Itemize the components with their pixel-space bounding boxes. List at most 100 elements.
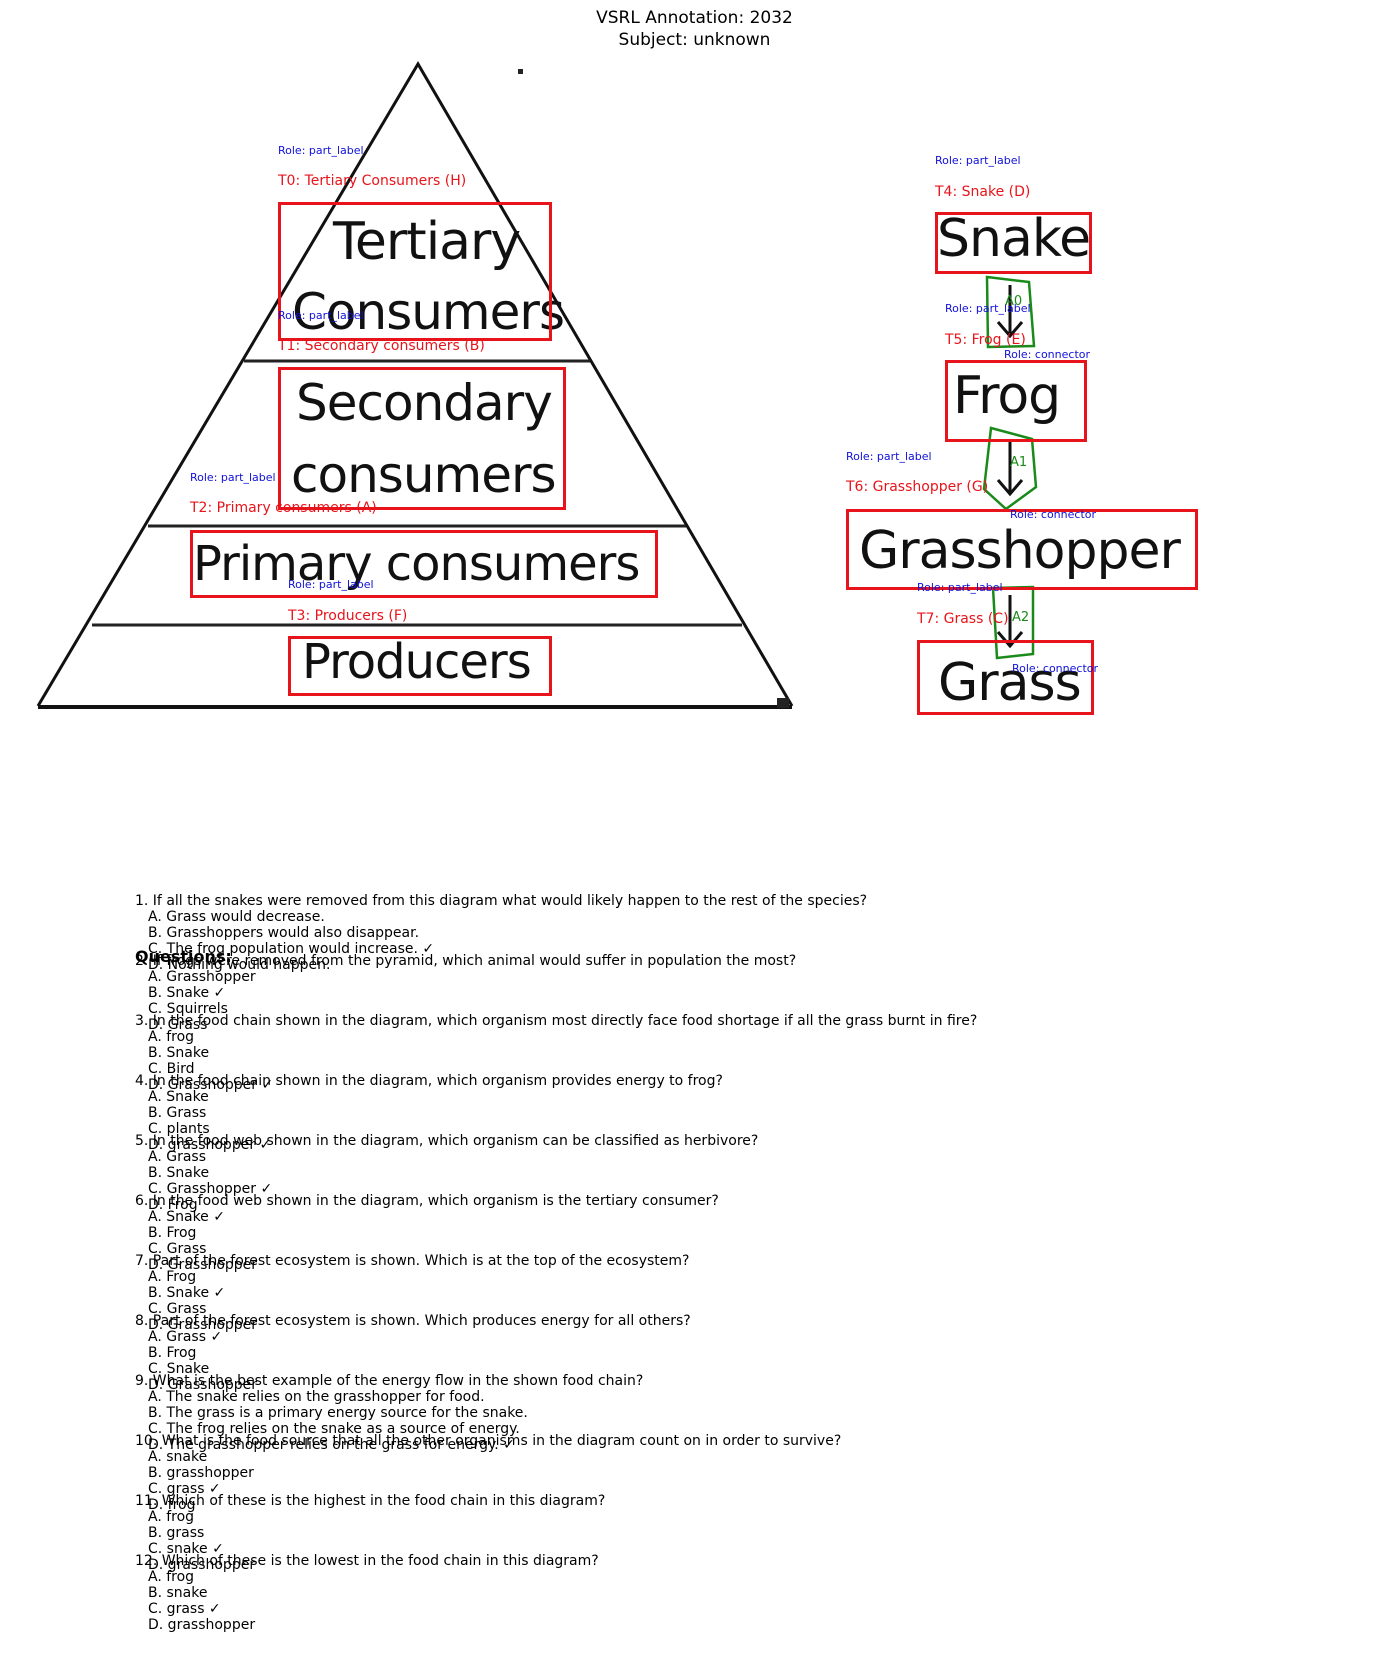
pyramid-word-tertiary: Tertiary bbox=[333, 212, 521, 272]
answer-option: A. snake bbox=[148, 1449, 208, 1465]
role-label-t1: Role: part_label bbox=[278, 309, 364, 322]
question-text: 1. If all the snakes were removed from t… bbox=[135, 893, 868, 909]
tag-label-t5: T5: Frog (E) bbox=[945, 332, 1026, 348]
answer-option: C. grass ✓ bbox=[148, 1481, 221, 1497]
answer-option: D. Grasshopper bbox=[148, 1377, 258, 1393]
question-text: 7. Part of the forest ecosystem is shown… bbox=[135, 1253, 690, 1269]
answer-option: B. grasshopper bbox=[148, 1465, 254, 1481]
role-label-t7: Role: part_label bbox=[917, 581, 1003, 594]
answer-option: C. The frog relies on the snake as a sou… bbox=[148, 1421, 520, 1437]
answer-option: B. Snake bbox=[148, 1165, 210, 1181]
tag-label-t0: T0: Tertiary Consumers (H) bbox=[278, 173, 467, 189]
pyramid-dot bbox=[518, 69, 523, 74]
question-text: 2. If frogs were removed from the pyrami… bbox=[135, 953, 797, 969]
question-text: 4. In the food chain shown in the diagra… bbox=[135, 1073, 723, 1089]
chain-word-grass: Grass bbox=[938, 653, 1082, 713]
term-box-t5 bbox=[945, 360, 1087, 442]
question-text: 5. In the food web shown in the diagram,… bbox=[135, 1133, 759, 1149]
answer-option: D. Grass bbox=[148, 1017, 208, 1033]
answer-option: D. Grasshopper bbox=[148, 1257, 258, 1273]
answer-option: A. Snake ✓ bbox=[148, 1209, 225, 1225]
answer-option: D. frog bbox=[148, 1497, 196, 1513]
role-label-a2: Role: connector bbox=[1012, 662, 1099, 675]
answer-option: C. Squirrels bbox=[148, 1001, 228, 1017]
arrow-label-a1: A1 bbox=[1010, 455, 1028, 470]
question-text: 9. What is the best example of the energ… bbox=[135, 1373, 644, 1389]
answer-option: A. Grass would decrease. bbox=[148, 909, 325, 925]
answer-option: C. Bird bbox=[148, 1061, 195, 1077]
figure-title-line1: VSRL Annotation: 2032 bbox=[596, 8, 793, 28]
answer-option: D. Grasshopper bbox=[148, 1317, 258, 1333]
pyramid-word-primary-consumers: Primary consumers bbox=[193, 536, 640, 592]
answer-option: D. The grasshopper relies on the grass f… bbox=[148, 1437, 515, 1453]
answer-option: B. Snake ✓ bbox=[148, 1285, 226, 1301]
question-text: 3. In the food chain shown in the diagra… bbox=[135, 1013, 978, 1029]
answer-option: A. Snake bbox=[148, 1089, 209, 1105]
answer-option: B. snake bbox=[148, 1585, 208, 1601]
answer-option: C. plants bbox=[148, 1121, 210, 1137]
pyramid-dividers bbox=[92, 359, 742, 627]
question-text: 10. What is the food source that all the… bbox=[135, 1433, 842, 1449]
answer-option: B. grass bbox=[148, 1525, 205, 1541]
question-text: 8. Part of the forest ecosystem is shown… bbox=[135, 1313, 691, 1329]
answer-option: D. Frog bbox=[148, 1197, 198, 1213]
question-text: 12. Which of these is the lowest in the … bbox=[135, 1553, 599, 1569]
answer-option: A. frog bbox=[148, 1509, 195, 1525]
answer-option: A. Frog bbox=[148, 1269, 197, 1285]
tag-label-t6: T6: Grasshopper (G) bbox=[846, 479, 989, 495]
pyramid-word-secondary: Secondary bbox=[296, 374, 553, 432]
answer-option: B. Grass bbox=[148, 1105, 207, 1121]
arrow-label-a2: A2 bbox=[1012, 610, 1030, 625]
role-label-t5: Role: part_label bbox=[945, 302, 1031, 315]
answer-option: C. Grasshopper ✓ bbox=[148, 1181, 273, 1197]
term-box-t3 bbox=[288, 636, 552, 696]
answer-option: B. Frog bbox=[148, 1345, 197, 1361]
arrow-a1 bbox=[982, 426, 1038, 511]
role-label-a1: Role: connector bbox=[1010, 508, 1097, 521]
role-label-t4: Role: part_label bbox=[935, 154, 1021, 167]
answer-option: A. frog bbox=[148, 1029, 195, 1045]
question-text: 6. In the food web shown in the diagram,… bbox=[135, 1193, 719, 1209]
answer-option: D. grasshopper ✓ bbox=[148, 1137, 272, 1153]
term-box-t1 bbox=[278, 367, 566, 510]
answer-option: A. Grasshopper bbox=[148, 969, 256, 985]
tag-label-t3: T3: Producers (F) bbox=[288, 608, 408, 624]
chain-word-snake: Snake bbox=[937, 209, 1091, 269]
answer-option: C. Grass bbox=[148, 1241, 207, 1257]
tag-label-t1: T1: Secondary consumers (B) bbox=[278, 338, 485, 354]
answer-option: D. Nothing would happen. bbox=[148, 957, 331, 973]
answer-option: C. Grass bbox=[148, 1301, 207, 1317]
role-label-a0: Role: connector bbox=[1004, 348, 1091, 361]
answer-option: B. Snake ✓ bbox=[148, 985, 226, 1001]
term-box-t7 bbox=[917, 640, 1094, 715]
role-label-t3: Role: part_label bbox=[288, 578, 374, 591]
tag-label-t7: T7: Grass (C) bbox=[917, 611, 1009, 627]
role-label-t2: Role: part_label bbox=[190, 471, 276, 484]
answer-option: A. Grass bbox=[148, 1149, 207, 1165]
arrow-a0 bbox=[985, 275, 1036, 349]
pyramid-word-producers: Producers bbox=[302, 634, 532, 690]
pyramid-word-consumers-2: consumers bbox=[291, 446, 557, 504]
tag-label-t2: T2: Primary consumers (A) bbox=[190, 500, 377, 516]
answer-option: C. grass ✓ bbox=[148, 1601, 221, 1617]
figure-title-line2: Subject: unknown bbox=[618, 30, 771, 50]
arrow-label-a0: A0 bbox=[1005, 294, 1023, 309]
pyramid-corner-mark bbox=[777, 698, 789, 708]
answer-option: D. Grasshopper ✓ bbox=[148, 1077, 274, 1093]
tag-label-t4: T4: Snake (D) bbox=[935, 184, 1031, 200]
answer-option: C. Snake bbox=[148, 1361, 210, 1377]
term-box-t2 bbox=[190, 530, 658, 598]
answer-option: A. frog bbox=[148, 1569, 195, 1585]
question-text: 11. Which of these is the highest in the… bbox=[135, 1493, 606, 1509]
pyramid-word-consumers-1: Consumers bbox=[292, 283, 565, 341]
term-box-t0 bbox=[278, 202, 552, 341]
answer-option: B. Snake bbox=[148, 1045, 210, 1061]
chain-word-grasshopper: Grasshopper bbox=[859, 521, 1181, 581]
role-label-t0: Role: part_label bbox=[278, 144, 364, 157]
role-label-t6: Role: part_label bbox=[846, 450, 932, 463]
term-box-t4 bbox=[935, 212, 1092, 274]
term-box-t6 bbox=[846, 509, 1198, 590]
answer-option: D. grasshopper bbox=[148, 1617, 256, 1633]
pyramid-diagram bbox=[36, 61, 1038, 709]
answer-option: A. Grass ✓ bbox=[148, 1329, 223, 1345]
